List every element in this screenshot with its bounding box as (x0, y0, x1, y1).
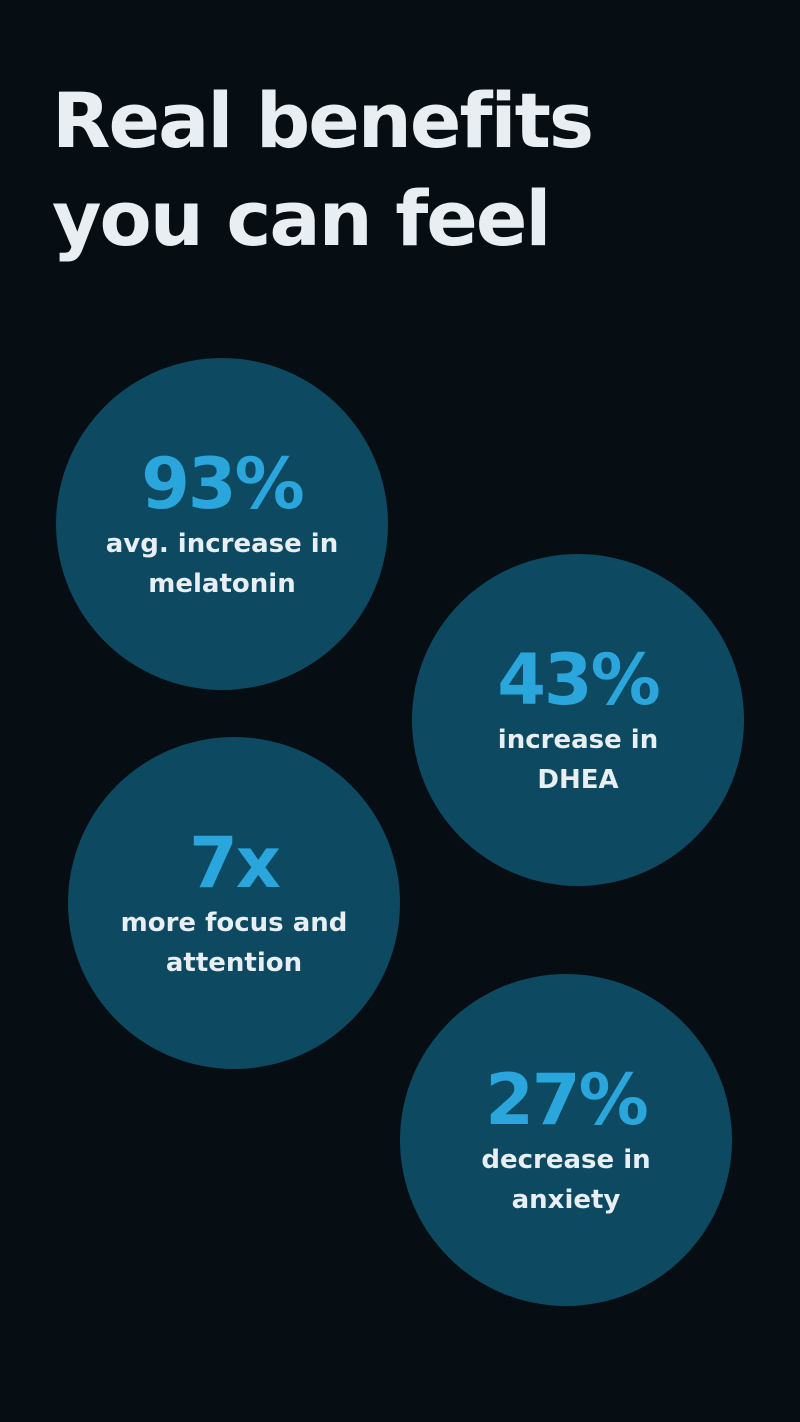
page-title: Real benefits you can feel (52, 72, 594, 268)
stat-label: decrease in anxiety (481, 1145, 651, 1215)
stat-value: 43% (497, 639, 661, 721)
stat-circle-anxiety: 27% decrease in anxiety (400, 974, 732, 1306)
stat-label: increase in DHEA (497, 725, 659, 795)
stat-label: avg. increase in melatonin (105, 529, 339, 599)
stat-circle-dhea: 43% increase in DHEA (412, 554, 744, 886)
stat-value: 93% (141, 443, 305, 525)
title-line-2: you can feel (52, 174, 551, 263)
stat-label: more focus and attention (120, 908, 348, 978)
title-line-1: Real benefits (52, 76, 594, 165)
stat-value: 7x (189, 822, 281, 904)
stat-value: 27% (485, 1059, 649, 1141)
stat-circle-melatonin: 93% avg. increase in melatonin (56, 358, 388, 690)
stat-circle-focus: 7x more focus and attention (68, 737, 400, 1069)
